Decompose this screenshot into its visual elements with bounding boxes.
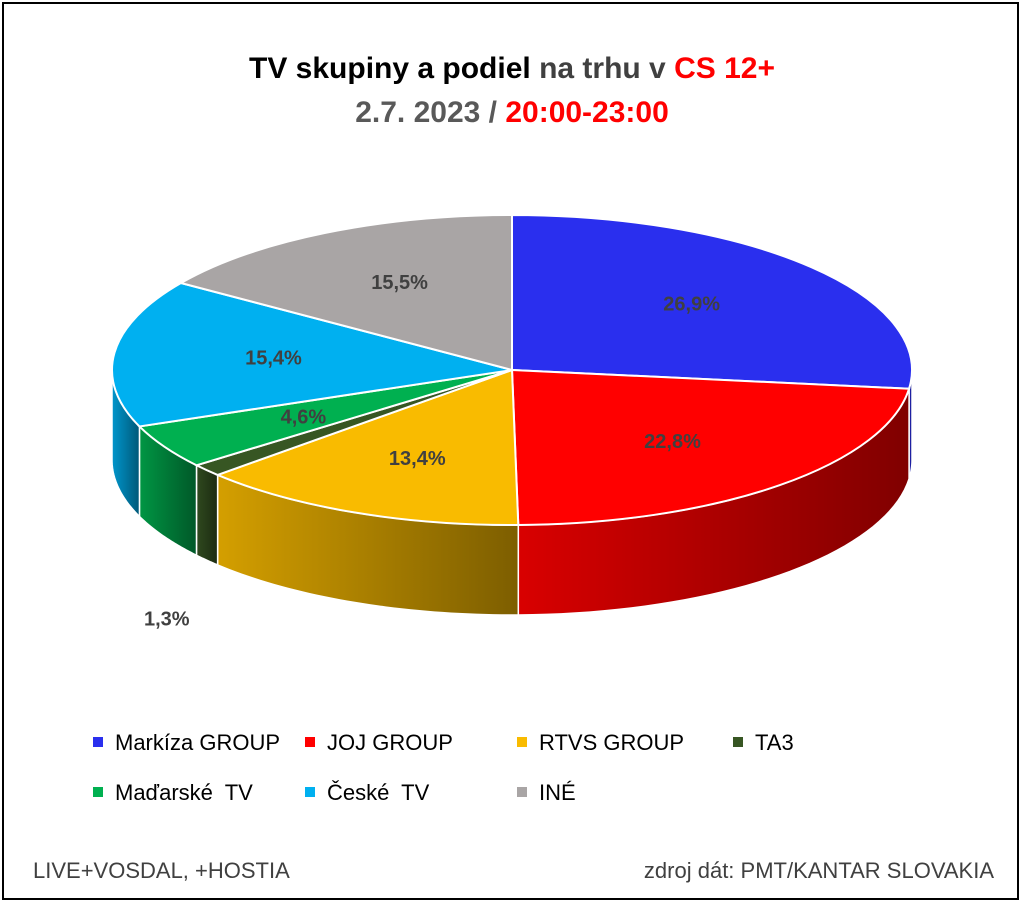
chart-title: TV skupiny a podiel na trhu v CS 12+ xyxy=(0,52,1024,86)
footer-note: LIVE+VOSDAL, +HOSTIA xyxy=(33,858,290,883)
data-label-ine: 15,5% xyxy=(371,272,428,294)
pie-labels: 26,9% 22,8% 13,4% 1,3% 4,6% 15,4% 15,5% xyxy=(144,272,720,630)
legend-swatch xyxy=(517,737,527,748)
legend-item-markiza-group: Markíza GROUP xyxy=(93,730,280,756)
legend-swatch xyxy=(93,787,103,798)
pie-slice-joj-group xyxy=(510,368,911,526)
data-label-ceske-tv: 15,4% xyxy=(245,347,302,369)
legend-swatch xyxy=(305,737,315,748)
legend-item-rtvs-group: RTVS GROUP xyxy=(517,730,684,756)
chart-subtitle: 2.7. 2023 / 20:00-23:00 xyxy=(0,96,1024,130)
data-label-ta3: 1,3% xyxy=(144,608,190,630)
data-label-markiza-group: 26,9% xyxy=(663,294,720,316)
data-label-rtvs-group: 13,4% xyxy=(389,448,446,470)
legend-label: České TV xyxy=(327,780,430,805)
title-part: TV skupiny a podiel xyxy=(249,52,540,85)
legend-label: JOJ GROUP xyxy=(327,730,453,755)
legend-label: Maďarské TV xyxy=(115,780,253,805)
data-label-joj-group: 22,8% xyxy=(644,431,701,453)
data-label-madarske-tv: 4,6% xyxy=(281,407,327,429)
subtitle-part: 2.7. 2023 / xyxy=(355,96,506,129)
legend-label: TA3 xyxy=(755,730,794,755)
title-part: na trhu v xyxy=(539,52,675,85)
pie-slice-rtvs-group xyxy=(214,368,520,526)
legend-item-ta3: TA3 xyxy=(733,730,794,756)
legend-label: RTVS GROUP xyxy=(539,730,685,755)
legend-item-ceske-tv: České TV xyxy=(305,780,429,806)
pie-slice-markiza-group xyxy=(511,213,913,390)
legend-label: Markíza GROUP xyxy=(115,730,281,755)
pie-side-ta3 xyxy=(195,464,219,567)
legend-swatch xyxy=(305,787,315,798)
pie-slice-ceske-tv xyxy=(111,281,513,428)
legend-item-ine: INÉ xyxy=(517,780,576,806)
pie-slices xyxy=(111,213,913,526)
legend-item-joj-group: JOJ GROUP xyxy=(305,730,453,756)
legend-swatch xyxy=(517,787,527,798)
legend-swatch xyxy=(93,737,103,748)
pie-slice-ine xyxy=(178,213,513,372)
subtitle-part: 20:00-23:00 xyxy=(505,96,669,129)
footer-source: zdroj dát: PMT/KANTAR SLOVAKIA xyxy=(643,858,994,883)
legend-item-madarske-tv: Maďarské TV xyxy=(93,780,253,806)
legend-label: INÉ xyxy=(539,780,576,805)
title-part: CS 12+ xyxy=(674,52,775,85)
legend-swatch xyxy=(733,737,743,748)
